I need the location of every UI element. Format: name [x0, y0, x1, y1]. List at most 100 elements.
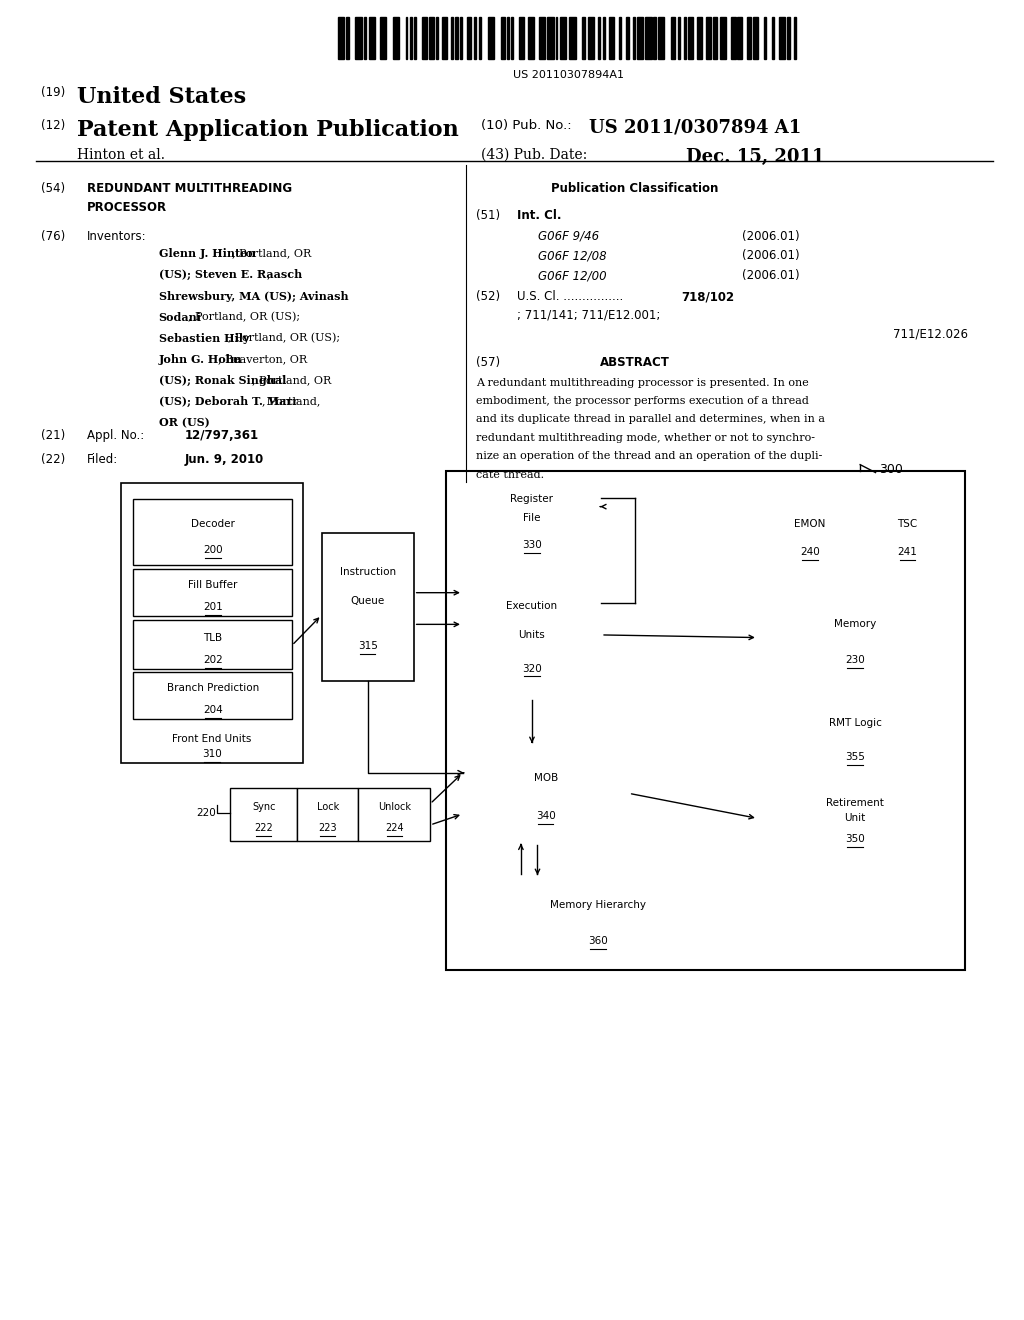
- Bar: [653, 17, 656, 59]
- Text: 201: 201: [203, 602, 223, 612]
- Bar: [657, 17, 665, 59]
- Text: A redundant multithreading processor is presented. In one: A redundant multithreading processor is …: [476, 378, 809, 388]
- Bar: [463, 570, 601, 700]
- Text: (52): (52): [476, 290, 501, 304]
- Text: Shrewsbury, MA (US); Avinash: Shrewsbury, MA (US); Avinash: [159, 290, 348, 301]
- Text: 222: 222: [254, 822, 273, 833]
- Bar: [539, 17, 546, 59]
- Text: Front End Units: Front End Units: [172, 734, 252, 744]
- Bar: [411, 17, 412, 59]
- Bar: [758, 693, 952, 779]
- Text: Retirement: Retirement: [826, 799, 884, 808]
- Bar: [519, 17, 523, 59]
- Bar: [452, 17, 453, 59]
- Text: 355: 355: [845, 752, 865, 763]
- Text: TSC: TSC: [897, 519, 918, 529]
- Text: ; 711/141; 711/E12.001;: ; 711/141; 711/E12.001;: [517, 309, 660, 322]
- Bar: [346, 17, 349, 59]
- Bar: [645, 17, 651, 59]
- Bar: [786, 17, 790, 59]
- Text: 223: 223: [318, 822, 337, 833]
- Bar: [753, 17, 758, 59]
- Text: Fill Buffer: Fill Buffer: [188, 579, 238, 590]
- Text: Publication Classification: Publication Classification: [551, 182, 719, 195]
- Text: Lock: Lock: [316, 801, 339, 812]
- Text: Register: Register: [511, 494, 553, 503]
- Bar: [422, 17, 427, 59]
- Text: 350: 350: [845, 834, 865, 843]
- Text: (54): (54): [41, 182, 66, 195]
- Bar: [463, 742, 629, 845]
- Bar: [487, 17, 495, 59]
- Bar: [436, 17, 437, 59]
- Text: (2006.01): (2006.01): [742, 230, 800, 243]
- Bar: [338, 17, 344, 59]
- Bar: [528, 17, 535, 59]
- Bar: [121, 483, 303, 763]
- Text: Filed:: Filed:: [87, 453, 119, 466]
- Bar: [713, 17, 718, 59]
- Text: 204: 204: [203, 705, 223, 715]
- Bar: [746, 17, 752, 59]
- Text: 711/E12.026: 711/E12.026: [893, 327, 968, 341]
- Text: embodiment, the processor performs execution of a thread: embodiment, the processor performs execu…: [476, 396, 809, 407]
- Text: (21): (21): [41, 429, 66, 442]
- Text: Unlock: Unlock: [378, 801, 411, 812]
- Bar: [511, 17, 513, 59]
- Text: 202: 202: [203, 655, 223, 665]
- Bar: [547, 17, 554, 59]
- Text: , Portland,: , Portland,: [262, 396, 321, 407]
- Text: G06F 12/00: G06F 12/00: [538, 269, 606, 282]
- Text: Patent Application Publication: Patent Application Publication: [77, 119, 459, 141]
- Text: (US); Steven E. Raasch: (US); Steven E. Raasch: [159, 269, 302, 280]
- Bar: [603, 17, 605, 59]
- Text: EMON: EMON: [795, 519, 825, 529]
- Text: John G. Holm: John G. Holm: [159, 354, 243, 364]
- Text: 240: 240: [800, 548, 820, 557]
- Text: Sync: Sync: [252, 801, 275, 812]
- Bar: [588, 17, 594, 59]
- Text: (76): (76): [41, 230, 66, 243]
- Text: , Portland, OR (US);: , Portland, OR (US);: [188, 312, 300, 322]
- Text: US 2011/0307894 A1: US 2011/0307894 A1: [589, 119, 801, 137]
- Text: Glenn J. Hinton: Glenn J. Hinton: [159, 248, 255, 259]
- Text: 220: 220: [197, 808, 216, 818]
- Text: 360: 360: [588, 936, 608, 946]
- Text: (US); Deborah T. Marr: (US); Deborah T. Marr: [159, 396, 298, 407]
- Text: File: File: [523, 513, 541, 523]
- Bar: [510, 874, 686, 964]
- Bar: [671, 17, 675, 59]
- Bar: [364, 17, 367, 59]
- Text: (10) Pub. No.:: (10) Pub. No.:: [481, 119, 572, 132]
- Bar: [633, 17, 635, 59]
- Bar: [764, 17, 766, 59]
- Text: U.S. Cl. ................: U.S. Cl. ................: [517, 290, 624, 304]
- Bar: [478, 17, 481, 59]
- Text: Queue: Queue: [350, 597, 385, 606]
- Bar: [688, 17, 692, 59]
- Bar: [297, 788, 358, 841]
- Text: G06F 12/08: G06F 12/08: [538, 249, 606, 263]
- Text: 300: 300: [879, 463, 902, 477]
- Text: 320: 320: [522, 664, 542, 673]
- Bar: [758, 499, 862, 570]
- Text: Unit: Unit: [845, 813, 865, 824]
- Text: cate thread.: cate thread.: [476, 470, 545, 480]
- Bar: [380, 17, 386, 59]
- Bar: [133, 499, 292, 565]
- Bar: [322, 533, 414, 681]
- Bar: [598, 17, 600, 59]
- Text: 340: 340: [536, 810, 556, 821]
- Bar: [414, 17, 416, 59]
- Text: 310: 310: [202, 748, 222, 759]
- Text: Dec. 15, 2011: Dec. 15, 2011: [686, 148, 824, 166]
- Text: (2006.01): (2006.01): [742, 249, 800, 263]
- Bar: [461, 17, 462, 59]
- Bar: [474, 17, 476, 59]
- Bar: [731, 17, 735, 59]
- Text: 241: 241: [897, 548, 918, 557]
- Bar: [442, 17, 446, 59]
- Bar: [737, 17, 742, 59]
- Text: 315: 315: [357, 640, 378, 651]
- Bar: [429, 17, 434, 59]
